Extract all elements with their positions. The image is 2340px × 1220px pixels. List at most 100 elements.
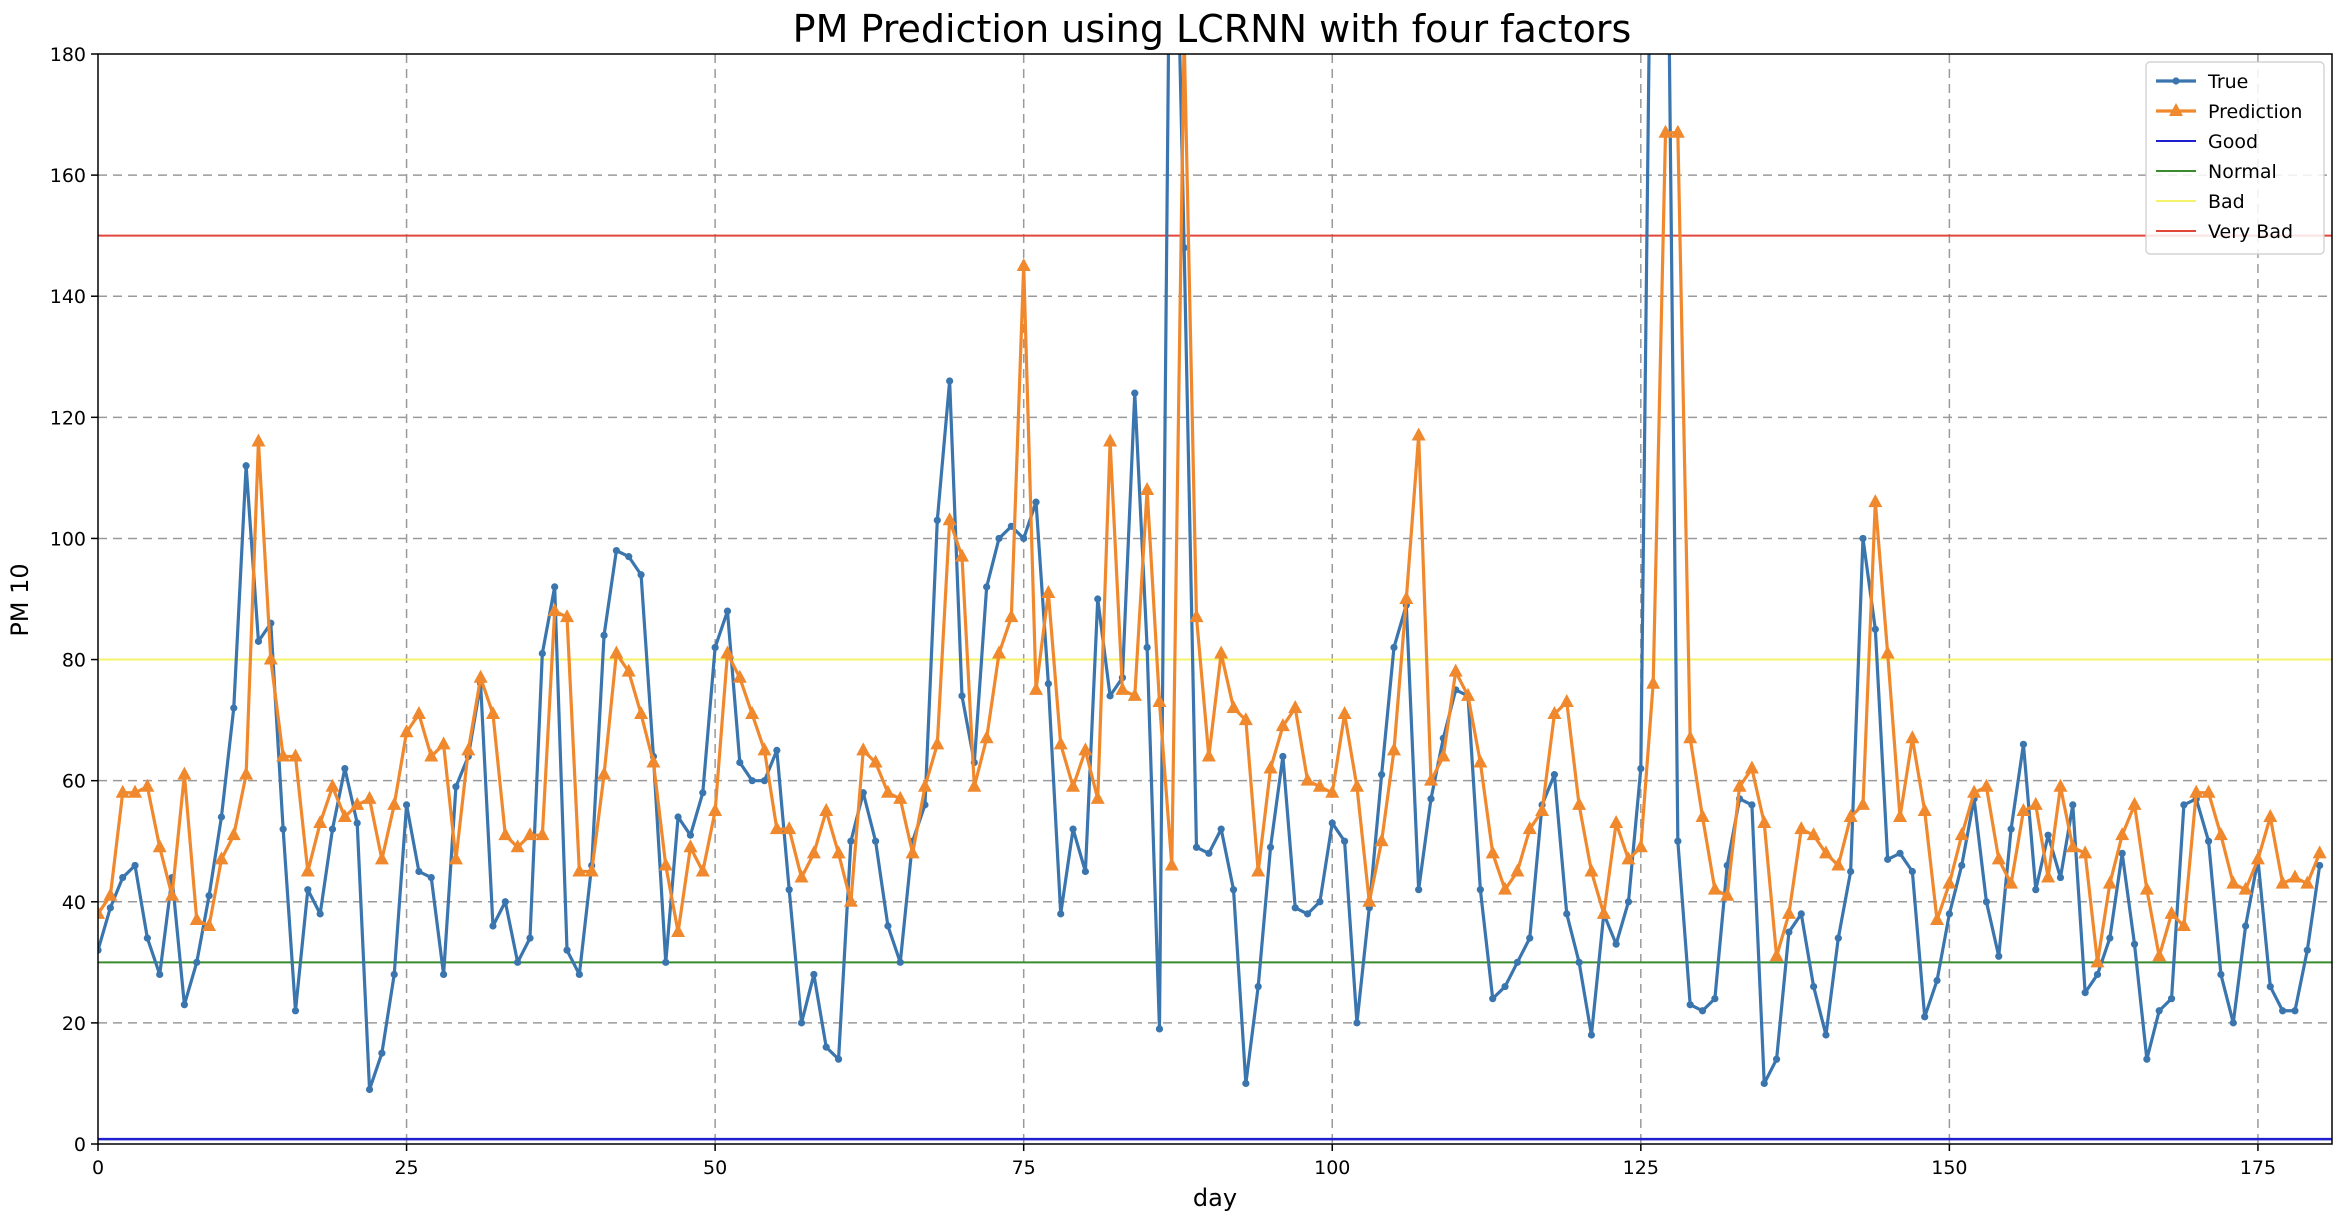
prediction-point	[1214, 645, 1229, 659]
true-point	[439, 970, 448, 979]
prediction-point	[1794, 821, 1809, 835]
true-point	[1353, 1019, 1361, 1027]
prediction-point	[1436, 748, 1451, 762]
prediction-point	[1806, 827, 1821, 841]
true-point	[600, 631, 608, 639]
prediction-point	[325, 778, 340, 792]
true-point	[822, 1043, 830, 1051]
prediction-point	[2164, 905, 2179, 919]
prediction-point	[720, 645, 735, 659]
prediction-point	[2189, 784, 2204, 798]
true-point	[946, 377, 954, 385]
prediction-point	[806, 845, 821, 859]
prediction-point	[954, 548, 969, 562]
prediction-point	[1090, 790, 1105, 804]
true-point	[551, 583, 559, 591]
prediction-point	[2102, 875, 2117, 889]
true-point	[2266, 982, 2274, 991]
true-point	[1587, 1031, 1596, 1039]
prediction-point	[103, 887, 118, 901]
legend-label-good: Good	[2208, 131, 2258, 153]
true-point	[2007, 825, 2015, 833]
prediction-point	[1757, 815, 1772, 829]
y-tick-label: 120	[50, 407, 86, 429]
prediction-point	[424, 748, 439, 762]
prediction-point	[152, 839, 167, 853]
true-point	[1637, 764, 1645, 773]
legend-label-prediction: Prediction	[2208, 101, 2302, 123]
true-point	[217, 813, 226, 821]
true-point	[785, 886, 793, 894]
true-point	[1254, 982, 1262, 991]
true-point	[1847, 867, 1855, 876]
true-point	[1044, 680, 1052, 688]
true-point	[1550, 771, 1559, 779]
prediction-point	[1880, 645, 1895, 659]
prediction-point	[165, 887, 180, 901]
prediction-point	[1029, 681, 1044, 695]
true-point	[1513, 958, 1521, 966]
prediction-point	[1991, 851, 2006, 865]
prediction-point	[1461, 687, 1476, 701]
true-point	[98, 946, 102, 954]
legend-marker-true	[2172, 77, 2180, 85]
true-point	[1612, 940, 1620, 948]
y-tick-label: 160	[50, 165, 86, 187]
true-point	[1279, 752, 1287, 761]
prediction-point	[1930, 911, 1945, 925]
true-point	[2167, 995, 2176, 1003]
prediction-point	[1893, 809, 1908, 822]
true-point	[896, 958, 904, 966]
true-point	[427, 873, 435, 882]
prediction-point	[646, 754, 661, 768]
prediction-point	[1633, 839, 1648, 853]
legend-marker-prediction	[2169, 103, 2183, 116]
prediction-point	[239, 766, 254, 780]
true-point	[2019, 740, 2028, 748]
true-point	[2279, 1007, 2287, 1015]
axis-ticks: 0 25 50 75 100 125 150 175 0 20 40 60 80 100 120 140 160…	[50, 44, 2276, 1179]
true-point	[871, 837, 880, 845]
prediction-point	[1103, 433, 1118, 447]
prediction-point	[967, 778, 982, 792]
prediction-point	[1300, 772, 1315, 786]
x-tick-label: 100	[1314, 1157, 1350, 1179]
prediction-point	[2300, 875, 2315, 889]
true-point	[1698, 1007, 1707, 1015]
true-point	[1933, 976, 1941, 985]
prediction-point	[263, 651, 278, 665]
true-point	[933, 516, 941, 524]
true-point	[514, 958, 522, 966]
prediction-point	[276, 748, 291, 762]
prediction-point	[1238, 712, 1253, 726]
true-point	[563, 946, 571, 954]
true-point	[1020, 534, 1028, 543]
true-point	[2032, 886, 2040, 894]
prediction-point	[2213, 827, 2228, 841]
true-point	[748, 777, 756, 785]
prediction-point	[1695, 809, 1710, 822]
y-tick-label: 180	[50, 44, 86, 66]
true-point	[1785, 928, 1793, 936]
true-point	[1106, 692, 1114, 700]
x-axis-label: day	[1193, 1184, 1237, 1212]
prediction-point	[300, 863, 315, 877]
true-point	[1772, 1055, 1781, 1063]
prediction-point	[1004, 609, 1019, 623]
legend-label-true: True	[2207, 71, 2248, 93]
true-point	[1686, 1001, 1694, 1009]
prediction-point	[2152, 948, 2167, 962]
prediction-point	[2115, 827, 2130, 841]
prediction-point	[350, 796, 365, 810]
prediction-point	[917, 778, 932, 792]
true-point	[526, 934, 534, 942]
true-point	[1674, 837, 1682, 845]
prediction-point	[1053, 736, 1068, 750]
y-tick-label: 0	[74, 1134, 86, 1156]
prediction-point	[1621, 851, 1636, 865]
prediction-point	[880, 784, 895, 798]
prediction-point	[1498, 881, 1513, 895]
prediction-point	[1979, 778, 1994, 792]
legend: True Prediction Good Normal Bad Very Bad	[2145, 61, 2325, 255]
